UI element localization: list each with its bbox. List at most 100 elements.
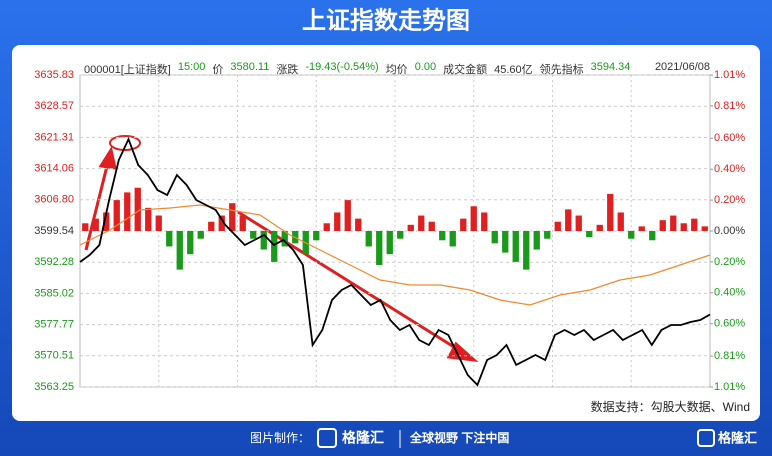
bar: [460, 218, 467, 231]
info-item: 2021/06/08: [654, 61, 710, 73]
bar: [176, 231, 183, 270]
y2-tick-label: 0.81%: [714, 100, 745, 112]
y2-tick-label: 1.01%: [714, 381, 745, 393]
info-item: -19.43(-0.54%): [305, 61, 379, 73]
bar: [470, 206, 477, 231]
y2-tick-label: 1.01%: [714, 69, 745, 81]
bar: [670, 215, 677, 231]
bar: [502, 231, 509, 253]
info-item: 涨跌: [276, 64, 299, 76]
y-tick-label: 3614.06: [34, 162, 74, 174]
bar: [418, 215, 425, 231]
bar: [617, 212, 624, 231]
bar: [271, 231, 278, 262]
bar: [628, 231, 635, 239]
source: 数据支持：勾股大数据、Wind: [591, 399, 750, 414]
y2-tick-label: 0.40%: [714, 163, 745, 175]
info-item: 000001[上证指数]: [84, 64, 171, 76]
bar: [481, 212, 488, 231]
bar: [124, 192, 131, 231]
bar: [376, 231, 383, 265]
bar: [92, 218, 99, 231]
y-tick-label: 3635.83: [34, 69, 74, 81]
bar: [260, 231, 267, 250]
bar: [638, 226, 645, 231]
y-tick-label: 3570.51: [34, 350, 74, 362]
line: [79, 204, 711, 306]
y-tick-label: 3628.57: [34, 100, 74, 112]
bar: [544, 231, 551, 239]
y2-tick-label: 0.20%: [714, 194, 745, 206]
bar: [313, 231, 320, 241]
card: [12, 45, 760, 421]
bar: [439, 231, 446, 241]
bar: [449, 231, 456, 247]
y-tick-label: 3592.28: [34, 256, 74, 268]
bar: [586, 231, 593, 238]
y2-tick-label: 0.20%: [714, 256, 745, 268]
info-item: 0.00: [414, 61, 437, 73]
bar: [659, 220, 666, 231]
info-item: 3594.34: [590, 61, 631, 73]
info-item: 15:00: [177, 61, 206, 73]
bar: [166, 231, 173, 247]
bar: [239, 215, 246, 231]
chart-title: 上证指数走势图: [302, 7, 470, 34]
bar: [397, 231, 404, 239]
info-bar: 000001[上证指数] 15:00 价 3580.11 涨跌 -19.43(-0.54%…: [84, 61, 710, 77]
footer-brand: 格隆汇: [342, 430, 384, 446]
bar: [428, 221, 435, 231]
bar: [596, 224, 603, 231]
bar: [691, 218, 698, 231]
footer-logo: 格隆汇: [718, 430, 757, 445]
y2-tick-label: 0.81%: [714, 350, 745, 362]
footer-slogan: 全球视野 下注中国: [409, 430, 509, 445]
bar: [187, 231, 194, 255]
info-item: 3580.11: [230, 61, 270, 73]
footer-made-by: 图片制作：: [250, 431, 310, 445]
y2-tick-label: 0.60%: [714, 318, 745, 330]
bar: [250, 231, 257, 239]
info-item: 成交金额: [443, 64, 488, 76]
bar: [208, 221, 215, 231]
bar: [523, 231, 530, 270]
bar: [334, 212, 341, 231]
line: [79, 136, 711, 387]
y-tick-label: 3563.25: [34, 381, 74, 393]
y-tick-label: 3599.54: [34, 225, 74, 237]
bar: [134, 187, 141, 231]
bar: [103, 212, 110, 231]
y-tick-label: 3577.77: [34, 318, 74, 330]
y-tick-label: 3585.02: [34, 287, 74, 299]
y-tick-label: 3621.31: [34, 131, 74, 143]
peak-circle: [109, 135, 141, 151]
y2-tick-label: 0.00%: [714, 225, 745, 237]
bar: [155, 215, 162, 231]
bar: [197, 231, 204, 239]
bar: [82, 223, 89, 231]
bar: [365, 231, 372, 247]
info-item: 领先指标: [539, 64, 584, 76]
bar: [229, 203, 236, 231]
bar: [554, 221, 561, 231]
bar: [491, 231, 498, 244]
info-item: 均价: [385, 64, 408, 76]
y2-tick-label: 0.40%: [714, 287, 745, 299]
bar: [218, 215, 225, 231]
info-item: 45.60亿: [494, 64, 533, 76]
bar: [512, 231, 519, 262]
bar: [281, 231, 288, 247]
bar: [344, 200, 351, 231]
bar: [113, 200, 120, 231]
logo-icon: [697, 429, 715, 447]
bar: [386, 231, 393, 255]
brand-icon: [317, 428, 337, 448]
bar: [565, 209, 572, 231]
bar: [649, 231, 656, 241]
bar: [701, 226, 708, 231]
bar: [355, 218, 362, 231]
bar: [575, 215, 582, 231]
bar: [533, 231, 540, 250]
